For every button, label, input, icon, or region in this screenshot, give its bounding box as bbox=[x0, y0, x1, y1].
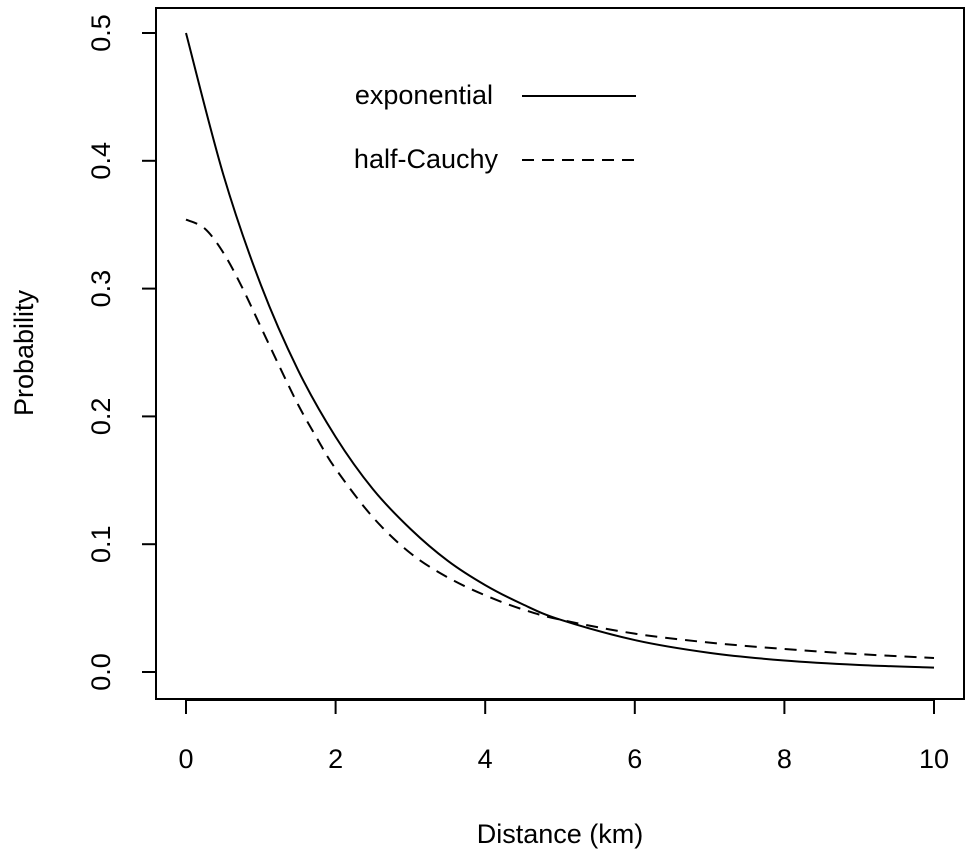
x-tick-label: 10 bbox=[919, 744, 949, 774]
series-lines bbox=[185, 32, 935, 669]
legend-label-exponential: exponential bbox=[355, 80, 493, 110]
y-tick-label: 0.3 bbox=[86, 270, 116, 308]
x-tick-label: 0 bbox=[178, 744, 193, 774]
y-tick-label: 0.5 bbox=[86, 14, 116, 52]
y-tick-label: 0.2 bbox=[86, 398, 116, 436]
y-axis-title: Probability bbox=[9, 289, 39, 416]
series-line-half-cauchy bbox=[185, 218, 935, 659]
legend: exponential half-Cauchy bbox=[354, 80, 636, 174]
y-tick-label: 0.4 bbox=[86, 142, 116, 180]
x-axis: 0 2 4 6 8 10 bbox=[178, 699, 949, 774]
x-tick-label: 2 bbox=[328, 744, 343, 774]
y-tick-label: 0.0 bbox=[86, 653, 116, 691]
x-tick-label: 4 bbox=[478, 744, 493, 774]
x-tick-label: 8 bbox=[777, 744, 792, 774]
plot-frame bbox=[155, 7, 965, 700]
y-axis: 0.0 0.1 0.2 0.3 0.4 0.5 bbox=[86, 14, 157, 691]
series-line-exponential bbox=[185, 32, 935, 669]
x-tick-label: 6 bbox=[627, 744, 642, 774]
x-axis-title: Distance (km) bbox=[477, 819, 644, 849]
legend-label-half-cauchy: half-Cauchy bbox=[354, 144, 499, 174]
y-tick-label: 0.1 bbox=[86, 525, 116, 563]
